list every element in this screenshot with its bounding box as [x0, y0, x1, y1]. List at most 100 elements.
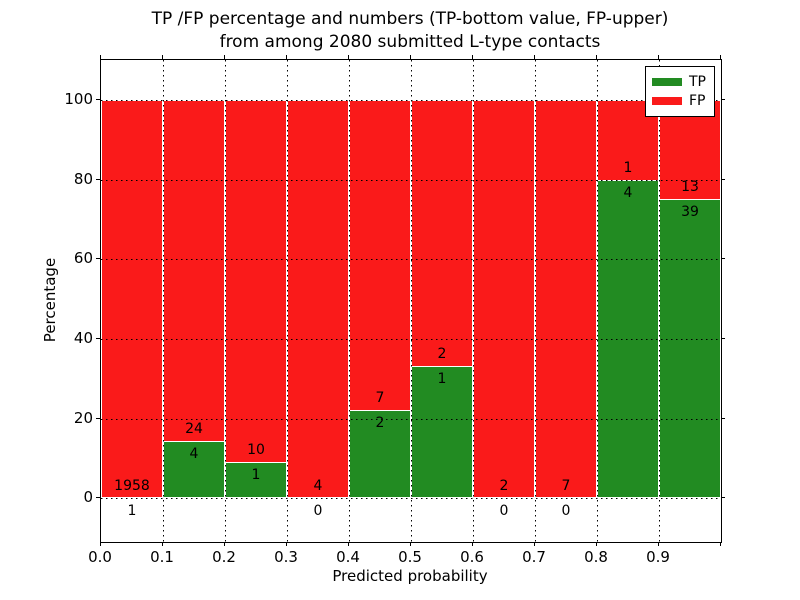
y-tick-label: 20 — [73, 408, 93, 427]
gridline-vertical — [535, 60, 536, 542]
x-tick-label: 0.3 — [274, 548, 298, 566]
chart-title: TP /FP percentage and numbers (TP-bottom… — [100, 8, 720, 54]
x-tick — [596, 542, 597, 546]
x-tick — [286, 55, 287, 59]
bar-count-label-tp: 0 — [313, 503, 323, 520]
bar-count-label-fp: 7 — [561, 478, 571, 495]
x-tick-label: 0.2 — [212, 548, 236, 566]
bar-count-label-tp: 1 — [437, 370, 447, 387]
x-tick — [348, 542, 349, 546]
bar-tp-segment — [411, 365, 473, 499]
bar-fp-segment — [225, 99, 287, 499]
x-axis-label: Predicted probability — [332, 567, 488, 585]
y-tick — [721, 258, 725, 260]
bar-fp-segment — [473, 99, 535, 499]
bar-count-label-fp: 7 — [375, 389, 385, 406]
x-tick — [162, 542, 163, 546]
x-tick — [658, 55, 659, 59]
x-tick — [224, 542, 225, 546]
y-tick-label: 40 — [73, 328, 93, 347]
tp-swatch-icon — [652, 77, 682, 86]
x-tick — [348, 55, 349, 59]
x-tick — [100, 55, 101, 59]
x-tick — [534, 55, 535, 59]
y-tick — [721, 337, 725, 339]
y-tick — [721, 178, 725, 180]
legend-label-tp: TP — [689, 73, 706, 90]
gridline-vertical — [473, 60, 474, 542]
y-tick — [96, 417, 100, 419]
bar-count-label-fp: 13 — [681, 179, 699, 196]
chart-title-line2: from among 2080 submitted L-type contact… — [219, 32, 601, 52]
x-tick — [596, 55, 597, 59]
gridline-vertical — [287, 60, 288, 542]
legend-entry-fp: FP — [652, 94, 708, 108]
y-tick — [96, 178, 100, 180]
bar-count-label-tp: 0 — [499, 503, 509, 520]
x-tick — [720, 55, 721, 59]
legend: TP FP — [645, 66, 715, 117]
x-tick-label: 0.1 — [150, 548, 174, 566]
bar-count-label-tp: 2 — [375, 414, 385, 431]
x-tick-label: 0.5 — [398, 548, 422, 566]
gridline-vertical — [597, 60, 598, 542]
gridline-vertical — [163, 60, 164, 542]
bar-count-label-tp: 1 — [251, 466, 261, 483]
bar-count-label-tp: 1 — [127, 503, 137, 520]
plot-area: 1958 1 24 4 10 1 4 0 7 2 2 1 2 0 7 0 1 4 13 39 — [100, 59, 722, 543]
bar-count-label-tp: 4 — [189, 446, 199, 463]
x-tick — [224, 55, 225, 59]
x-tick — [410, 55, 411, 59]
x-tick-label: 0.7 — [522, 548, 546, 566]
x-tick — [472, 55, 473, 59]
bar-count-label-fp: 1 — [623, 159, 633, 176]
bar-tp-segment — [349, 409, 411, 499]
bar-tp-segment — [225, 461, 287, 499]
x-tick — [162, 55, 163, 59]
x-tick-label: 0.6 — [460, 548, 484, 566]
y-tick — [96, 98, 100, 100]
bar-count-label-fp: 10 — [247, 441, 265, 458]
bar-fp-segment — [535, 99, 597, 499]
legend-entry-tp: TP — [652, 75, 708, 89]
y-tick-label: 100 — [64, 89, 93, 108]
y-tick-label: 80 — [73, 169, 93, 188]
bar-tp-segment — [659, 199, 721, 499]
x-tick-label: 0.4 — [336, 548, 360, 566]
fp-swatch-icon — [652, 97, 682, 106]
y-tick — [721, 98, 725, 100]
y-tick — [96, 258, 100, 260]
bar-count-label-fp: 1958 — [114, 478, 150, 495]
x-tick — [720, 542, 721, 546]
bar-count-label-tp: 4 — [623, 184, 633, 201]
bar-count-label-tp: 39 — [681, 204, 699, 221]
y-tick-label: 60 — [73, 249, 93, 268]
bar-fp-segment — [163, 99, 225, 499]
chart-title-line1: TP /FP percentage and numbers (TP-bottom… — [151, 9, 669, 29]
x-tick-label: 0.8 — [584, 548, 608, 566]
gridline-vertical — [349, 60, 350, 542]
bar-count-label-fp: 2 — [437, 345, 447, 362]
x-tick — [410, 542, 411, 546]
y-tick — [96, 337, 100, 339]
bar-fp-segment — [287, 99, 349, 499]
gridline-vertical — [225, 60, 226, 542]
legend-label-fp: FP — [689, 93, 706, 110]
y-tick — [721, 497, 725, 499]
x-tick — [534, 542, 535, 546]
x-tick — [286, 542, 287, 546]
x-tick — [658, 542, 659, 546]
bar-tp-segment — [163, 441, 225, 499]
x-tick-label: 0.0 — [88, 548, 112, 566]
y-tick-label: 0 — [83, 488, 93, 507]
x-tick — [472, 542, 473, 546]
bar-count-label-fp: 24 — [185, 421, 203, 438]
y-tick — [96, 497, 100, 499]
x-tick-label: 0.9 — [646, 548, 670, 566]
gridline-vertical — [411, 60, 412, 542]
bar-count-label-fp: 4 — [313, 478, 323, 495]
y-tick — [721, 417, 725, 419]
bar-count-label-tp: 0 — [561, 503, 571, 520]
x-tick — [100, 542, 101, 546]
